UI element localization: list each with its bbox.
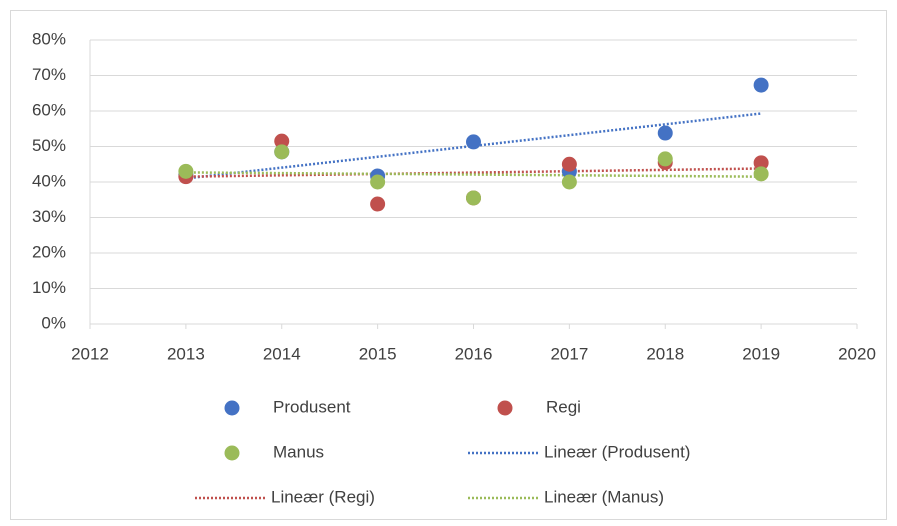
y-tick-label: 20% bbox=[32, 242, 66, 261]
legend-label: Produsent bbox=[273, 397, 351, 416]
legend-label: Lineær (Produsent) bbox=[544, 442, 690, 461]
y-tick-label: 60% bbox=[32, 100, 66, 119]
point bbox=[466, 190, 481, 206]
chart-border bbox=[10, 10, 887, 520]
x-tick-label: 2014 bbox=[263, 344, 301, 363]
y-tick-label: 30% bbox=[32, 207, 66, 226]
x-tick-label: 2019 bbox=[742, 344, 780, 363]
y-tick-label: 0% bbox=[41, 313, 66, 332]
y-tick-label: 80% bbox=[32, 29, 66, 48]
point bbox=[561, 156, 577, 172]
point bbox=[561, 174, 577, 190]
point bbox=[753, 77, 769, 93]
legend-marker bbox=[497, 400, 513, 416]
x-tick-label: 2012 bbox=[71, 344, 109, 363]
x-tick-label: 2015 bbox=[359, 344, 397, 363]
legend-marker bbox=[224, 445, 240, 461]
point bbox=[274, 144, 290, 160]
point bbox=[657, 151, 673, 167]
point bbox=[466, 134, 481, 150]
x-tick-label: 2013 bbox=[167, 344, 205, 363]
point bbox=[178, 163, 194, 179]
point bbox=[370, 174, 386, 190]
legend-label: Regi bbox=[546, 397, 581, 416]
point bbox=[274, 133, 290, 149]
legend-label: Manus bbox=[273, 442, 324, 461]
y-tick-label: 50% bbox=[32, 136, 66, 155]
legend-label: Lineær (Regi) bbox=[271, 487, 375, 506]
point bbox=[753, 166, 769, 182]
x-tick-label: 2020 bbox=[838, 344, 876, 363]
x-tick-label: 2018 bbox=[646, 344, 684, 363]
y-tick-label: 10% bbox=[32, 278, 66, 297]
y-tick-label: 40% bbox=[32, 171, 66, 190]
y-tick-label: 70% bbox=[32, 65, 66, 84]
point bbox=[370, 196, 386, 212]
legend-marker bbox=[224, 400, 240, 416]
legend-label: Lineær (Manus) bbox=[544, 487, 664, 506]
point bbox=[657, 125, 673, 141]
x-tick-label: 2016 bbox=[455, 344, 493, 363]
point bbox=[753, 155, 769, 171]
x-tick-label: 2017 bbox=[550, 344, 588, 363]
